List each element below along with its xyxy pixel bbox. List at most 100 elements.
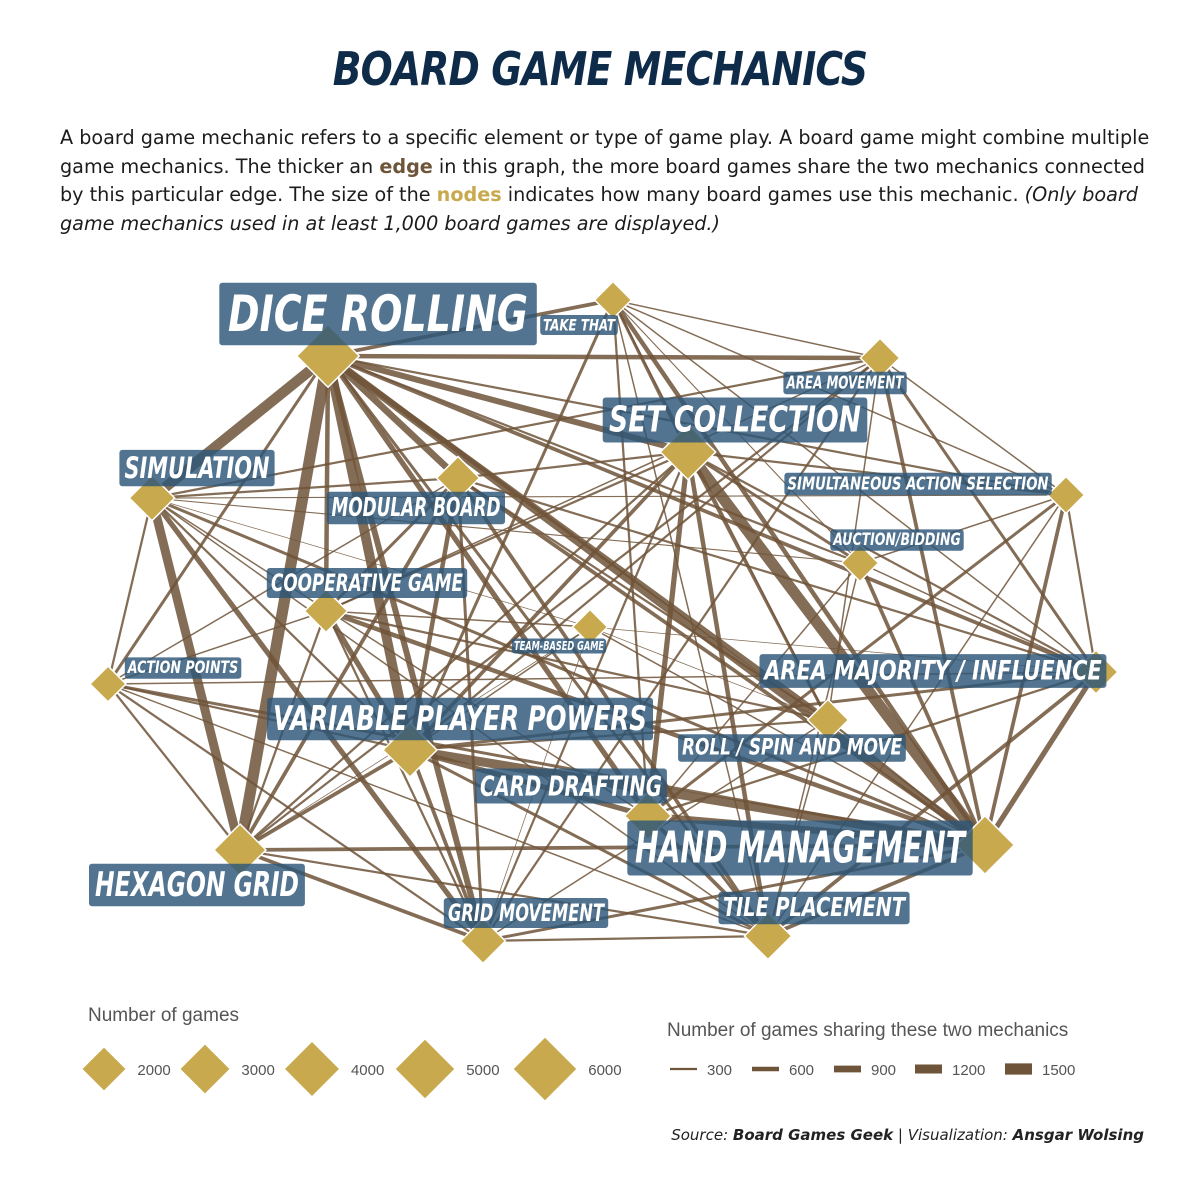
label-dice-rolling: DICE ROLLING — [219, 282, 537, 346]
label-box-take-that — [540, 315, 618, 335]
labels-layer: DICE ROLLING TAKE THAT AREA MOVEMENT SET CO… — [89, 282, 1107, 928]
intro-note: (Only board game mechanics used in at le… — [60, 183, 1138, 235]
edge-hand-management--action-points — [107, 682, 986, 847]
label-text-card-drafting: CARD DRAFTING — [480, 770, 662, 803]
label-box-grid-movement — [443, 898, 609, 928]
label-box-variable-player-powers — [267, 697, 653, 741]
edge-cooperative-game--grid-movement — [324, 610, 485, 942]
edge-roll-spin-and-move--team-based-game — [589, 626, 829, 721]
label-box-action-points — [124, 657, 242, 679]
edge-card-drafting--auction-bidding — [647, 562, 861, 817]
label-text-cooperative-game: COOPERATIVE GAME — [271, 569, 463, 597]
edge-simulation--hand-management — [151, 496, 986, 847]
label-box-cooperative-game — [266, 568, 468, 598]
legend-node-2000 — [82, 1047, 126, 1091]
legend-edges-title: Number of games sharing these two mechan… — [667, 1020, 1069, 1041]
edge-auction-bidding--simultaneous-action-selection — [859, 494, 1067, 564]
edge-area-movement--simultaneous-action-selection — [879, 357, 1067, 496]
legend-edge-label-1200: 1200 — [952, 1062, 985, 1079]
node-cooperative-game — [303, 588, 349, 634]
edge-variable-player-powers--take-that — [408, 299, 615, 751]
edge-dice-rolling--action-points — [106, 355, 330, 685]
edge-hand-management--auction-bidding — [858, 562, 987, 846]
label-box-hexagon-grid — [89, 863, 305, 907]
legend-edge-label-600: 600 — [789, 1062, 814, 1079]
label-auction-bidding: AUCTION/BIDDING — [830, 529, 964, 551]
edge-dice-rolling--roll-spin-and-move — [326, 353, 830, 723]
label-team-based-game: TEAM-BASED GAME — [511, 638, 607, 654]
node-set-collection — [659, 423, 717, 481]
label-box-card-drafting — [475, 768, 667, 804]
edge-dice-rolling--variable-player-powers — [323, 355, 415, 751]
intro-text-3: indicates how many board games use this … — [501, 183, 1025, 206]
label-text-hexagon-grid: HEXAGON GRID — [95, 865, 299, 905]
label-text-roll-spin-and-move: ROLL / SPIN AND MOVE — [682, 736, 902, 761]
legend-nodes-title: Number of games — [88, 1005, 240, 1026]
label-text-variable-player-powers: VARIABLE PLAYER POWERS — [273, 699, 647, 739]
legend-node-label-3000: 3000 — [241, 1062, 274, 1079]
label-hexagon-grid: HEXAGON GRID — [89, 863, 305, 907]
label-text-simulation: SIMULATION — [125, 451, 270, 485]
label-modular-board: MODULAR BOARD — [326, 491, 505, 525]
node-simulation — [128, 474, 176, 522]
label-text-auction-bidding: AUCTION/BIDDING — [832, 530, 960, 550]
label-box-simulation — [119, 449, 275, 487]
legend-node-4000 — [285, 1042, 339, 1096]
edge-hand-management--modular-board — [456, 476, 987, 847]
label-card-drafting: CARD DRAFTING — [475, 768, 667, 804]
legend-node-5000 — [395, 1039, 455, 1099]
label-box-modular-board — [326, 491, 505, 525]
label-hand-management: HAND MANAGEMENT — [627, 820, 973, 876]
node-auction-bidding — [840, 543, 880, 583]
label-box-roll-spin-and-move — [678, 734, 906, 762]
edge-area-movement--take-that — [612, 299, 881, 359]
edge-hexagon-grid--modular-board — [238, 477, 460, 851]
edge-set-collection--grid-movement — [481, 451, 690, 942]
label-text-simultaneous-action-selection: SIMULTANEOUS ACTION SELECTION — [788, 474, 1049, 495]
node-simultaneous-action-selection — [1046, 475, 1086, 515]
label-box-set-collection — [602, 397, 868, 443]
edge-team-based-game--simulation — [151, 497, 591, 628]
edge-action-points--tile-placement — [107, 683, 769, 937]
edge-dice-rolling--grid-movement — [325, 355, 486, 942]
edge-hexagon-grid--action-points — [107, 683, 241, 851]
label-text-tile-placement: TILE PLACEMENT — [723, 893, 907, 923]
edge-simultaneous-action-selection--simulation — [151, 494, 1067, 499]
intro-text-1: A board game mechanic refers to a specif… — [60, 126, 1150, 178]
label-text-action-points: ACTION POINTS — [127, 658, 238, 678]
label-box-simultaneous-action-selection — [784, 472, 1052, 496]
edge-simulation--card-drafting — [151, 497, 649, 817]
edge-set-collection--hexagon-grid — [239, 451, 689, 851]
source-name: Board Games Geek — [732, 1126, 894, 1144]
label-grid-movement: GRID MOVEMENT — [443, 898, 609, 928]
intro-edge-word: edge — [379, 154, 433, 178]
label-take-that: TAKE THAT — [540, 315, 618, 335]
edge-simulation--modular-board — [151, 476, 459, 500]
label-text-area-majority-influence: AREA MAJORITY / INFLUENCE — [763, 656, 1103, 687]
edge-area-majority-influence--auction-bidding — [859, 562, 1097, 673]
viz-name: Ansgar Wolsing — [1012, 1126, 1144, 1144]
edge-area-majority-influence--simultaneous-action-selection — [1064, 494, 1098, 673]
label-text-modular-board: MODULAR BOARD — [332, 493, 501, 523]
edge-grid-movement--action-points — [107, 683, 484, 942]
source-credit: Source: Board Games Geek | Visualization… — [671, 1126, 1144, 1144]
edge-variable-player-powers--tile-placement — [409, 748, 769, 938]
label-roll-spin-and-move: ROLL / SPIN AND MOVE — [678, 734, 906, 762]
legend-node-sizes: 2000 3000 4000 5000 6000 — [82, 1037, 622, 1101]
intro-paragraph: A board game mechanic refers to a specif… — [60, 124, 1150, 238]
label-simultaneous-action-selection: SIMULTANEOUS ACTION SELECTION — [784, 472, 1052, 496]
source-separator: | — [893, 1126, 908, 1144]
label-cooperative-game: COOPERATIVE GAME — [266, 568, 468, 598]
label-box-auction-bidding — [830, 529, 964, 551]
edge-tile-placement--grid-movement — [482, 934, 769, 943]
edge-set-collection--modular-board — [457, 450, 689, 480]
edge-hexagon-grid--tile-placement — [239, 848, 769, 938]
edge-cooperative-game--team-based-game — [325, 610, 591, 628]
edge-hand-management--take-that — [611, 298, 987, 847]
edge-dice-rolling--area-majority-influence — [327, 354, 1097, 674]
legend-edge-label-300: 300 — [707, 1062, 732, 1079]
edge-dice-rolling--hexagon-grid — [234, 355, 334, 851]
node-grid-movement — [459, 917, 507, 965]
intro-nodes-word: nodes — [436, 183, 502, 206]
viz-prefix: Visualization: — [907, 1126, 1013, 1144]
